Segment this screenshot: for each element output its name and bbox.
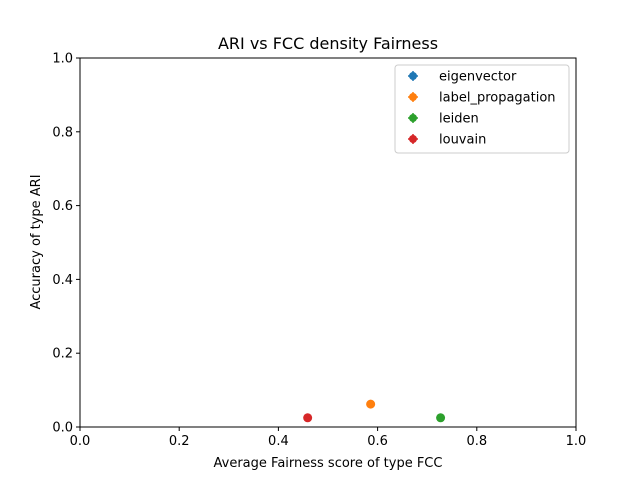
data-point-leiden [436, 413, 446, 423]
y-axis-label: Accuracy of type ARI [29, 174, 44, 309]
plot-area [79, 57, 577, 428]
chart-title: ARI vs FCC density Fairness [218, 34, 438, 53]
y-tick-label: 0.6 [52, 199, 73, 214]
x-axis-label: Average Fairness score of type FCC [214, 456, 443, 471]
legend-marker [409, 135, 417, 143]
y-tick-label: 0.4 [52, 273, 73, 288]
x-axis: 0.0 0.2 0.4 0.6 0.8 1.0 [70, 427, 587, 449]
legend-box [394, 64, 570, 154]
legend-label: louvain [439, 133, 486, 148]
x-tick-label: 1.0 [566, 434, 587, 449]
y-axis: 0.0 0.2 0.4 0.6 0.8 1.0 [52, 52, 80, 436]
y-tick-label: 0.0 [52, 421, 73, 436]
legend-marker [409, 93, 417, 101]
y-tick-label: 1.0 [52, 52, 73, 67]
data-point-label-propagation [366, 399, 376, 409]
x-tick-label: 0.2 [169, 434, 190, 449]
legend-label: eigenvector [439, 70, 517, 85]
legend-marker [409, 114, 417, 122]
x-tick-label: 0.8 [466, 434, 487, 449]
plot-frame [79, 57, 577, 428]
y-tick-label: 0.8 [52, 125, 73, 140]
y-tick-label: 0.2 [52, 347, 73, 362]
data-point-louvain [303, 413, 313, 423]
x-tick-label: 0.6 [367, 434, 388, 449]
x-tick-label: 0.0 [70, 434, 91, 449]
legend-label: label_propagation [439, 91, 556, 106]
x-tick-label: 0.4 [268, 434, 289, 449]
data-points [303, 399, 446, 423]
legend-marker [409, 72, 417, 80]
legend-label: leiden [439, 112, 479, 127]
